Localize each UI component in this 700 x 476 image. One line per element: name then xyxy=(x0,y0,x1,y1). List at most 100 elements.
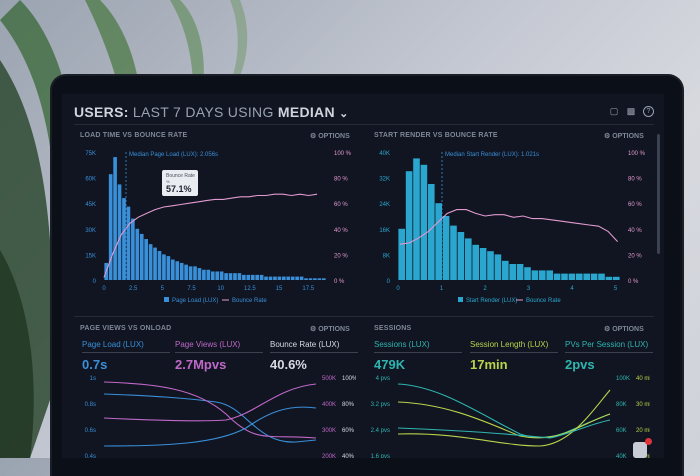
bar xyxy=(304,278,308,280)
x-tick-label: 1 xyxy=(440,286,444,292)
bar xyxy=(144,239,148,280)
x-tick-label: 0 xyxy=(102,286,106,292)
bar xyxy=(237,273,242,280)
y-tick-label: 45K xyxy=(85,202,96,208)
metric-session-length: Session Length (LUX) 17min xyxy=(470,340,558,372)
bar xyxy=(175,261,180,280)
bar xyxy=(166,256,171,280)
bar xyxy=(553,273,561,280)
metric-value: 0.7s xyxy=(82,357,108,372)
bar xyxy=(224,273,228,280)
panel-title-load-time: LOAD TIME VS BOUNCE RATE xyxy=(80,132,188,139)
bar xyxy=(273,276,277,280)
options-button[interactable]: ⚙ OPTIONS xyxy=(604,326,644,333)
bar xyxy=(202,269,206,280)
y-tick-label: 16K xyxy=(379,228,390,234)
bounce-rate-line xyxy=(103,193,318,278)
bar xyxy=(250,274,255,280)
options-button[interactable]: ⚙ OPTIONS xyxy=(310,326,350,333)
chat-widget-icon[interactable] xyxy=(633,438,652,458)
bar xyxy=(255,274,259,280)
metric-value: 2.7Mpvs xyxy=(175,357,227,372)
series-line xyxy=(103,383,317,422)
tooltip-box xyxy=(162,170,198,196)
bar xyxy=(546,270,553,280)
bar xyxy=(210,271,215,280)
bar xyxy=(321,278,326,280)
y-tick-label: 0.6s xyxy=(85,428,96,434)
y3-tick-label: 30 min xyxy=(636,402,650,408)
bar xyxy=(215,271,220,280)
scrollbar[interactable] xyxy=(657,134,660,254)
chevron-down-icon[interactable]: ⌄ xyxy=(339,108,349,120)
bar xyxy=(153,247,157,280)
metric-value: 479K xyxy=(374,357,406,372)
bar xyxy=(539,270,546,280)
metric-value: 2pvs xyxy=(565,357,595,372)
y3-tick-label: 40% xyxy=(342,454,355,458)
bar xyxy=(206,269,211,280)
y3-tick-label: 40 min xyxy=(636,376,650,382)
bar xyxy=(171,259,175,280)
bar xyxy=(157,250,162,280)
y2-tick-label: 80 % xyxy=(334,177,348,183)
y-tick-label: 8K xyxy=(383,253,390,259)
legend-label: Start Render (LUX) xyxy=(466,298,517,304)
metric-bounce-rate: Bounce Rate (LUX) 40.6% xyxy=(270,340,358,372)
bar xyxy=(398,228,405,280)
y2-tick-label: 60K xyxy=(616,428,627,434)
x-tick-label: 0 xyxy=(396,286,400,292)
options-label: OPTIONS xyxy=(318,133,350,140)
image-icon[interactable]: ▩ xyxy=(626,106,636,116)
legend-swatch xyxy=(458,297,463,302)
bar xyxy=(113,157,117,280)
title-prefix: USERS: xyxy=(74,104,129,120)
page-views-chart: 1s 0.8s 0.6s 0.4s 500K 400K 300K 200K 100% 80% 60%… xyxy=(85,376,356,458)
metric-pvs-per-session: PVs Per Session (LUX) 2pvs xyxy=(565,340,653,372)
notification-badge xyxy=(645,438,652,445)
y-tick-label: 30K xyxy=(85,228,96,234)
bar xyxy=(148,244,153,280)
y2-tick-label: 0 % xyxy=(334,279,345,285)
y2-tick-label: 40 % xyxy=(628,228,642,234)
bar xyxy=(126,206,131,280)
y3-tick-label: 60% xyxy=(342,428,355,434)
bar xyxy=(457,232,465,280)
tooltip-sub: % xyxy=(166,179,170,184)
bar xyxy=(268,276,273,280)
series-line xyxy=(103,381,317,439)
start-render-chart: 40K 32K 24K 16K 8K 0 100 % 80 % 60 % 40 % 20 % 0 % 0… xyxy=(379,151,645,304)
metric-sessions: Sessions (LUX) 479K xyxy=(374,340,462,372)
bar xyxy=(242,274,246,280)
bar xyxy=(193,266,197,280)
metric-label: Page Views (LUX) xyxy=(175,340,241,349)
legend-label: Bounce Rate xyxy=(232,298,267,304)
options-label: OPTIONS xyxy=(612,133,644,140)
page-title[interactable]: USERS: LAST 7 DAYS USING MEDIAN ⌄ xyxy=(74,104,349,120)
metric-label: Session Length (LUX) xyxy=(470,340,549,349)
bar xyxy=(524,267,531,280)
options-button[interactable]: ⚙ OPTIONS xyxy=(310,133,350,140)
help-icon[interactable]: ? xyxy=(643,106,654,117)
x-tick-label: 5 xyxy=(161,286,165,292)
bar xyxy=(413,158,420,280)
bar xyxy=(299,276,304,280)
y2-tick-label: 0 % xyxy=(628,279,639,285)
options-label: OPTIONS xyxy=(612,326,644,333)
panel-title-page-views: PAGE VIEWS VS ONLOAD xyxy=(80,325,172,332)
bar xyxy=(184,264,188,280)
metric-value: 17min xyxy=(470,357,508,372)
legend-label: Page Load (LUX) xyxy=(172,298,218,304)
bar xyxy=(219,271,224,280)
monitor-icon[interactable]: ▢ xyxy=(609,106,619,116)
y2-tick-label: 80K xyxy=(616,402,627,408)
y-tick-label: 75K xyxy=(85,151,96,157)
x-tick-label: 2 xyxy=(483,286,487,292)
bar xyxy=(509,264,516,280)
options-button[interactable]: ⚙ OPTIONS xyxy=(604,133,644,140)
y2-tick-label: 100K xyxy=(616,376,630,382)
bar xyxy=(576,273,583,280)
bar xyxy=(561,273,568,280)
metric-page-load: Page Load (LUX) 0.7s xyxy=(82,340,170,372)
